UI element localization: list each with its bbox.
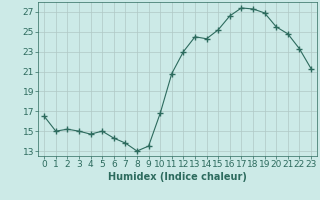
X-axis label: Humidex (Indice chaleur): Humidex (Indice chaleur) [108,172,247,182]
